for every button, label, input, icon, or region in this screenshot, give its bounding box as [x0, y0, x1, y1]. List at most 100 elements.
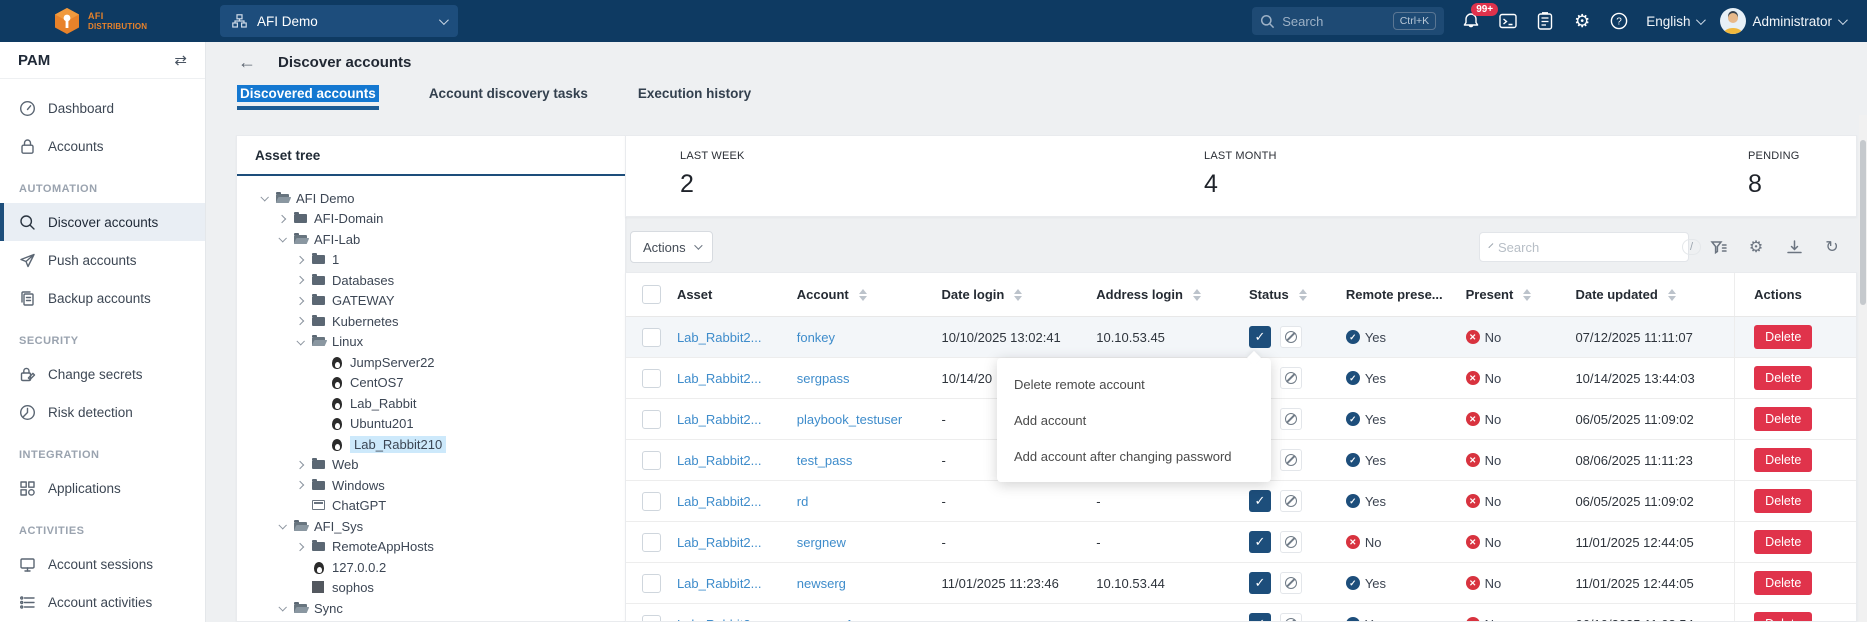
asset-link[interactable]: Lab_Rabbit2...	[676, 493, 762, 509]
asset-link[interactable]: Lab_Rabbit2...	[676, 329, 762, 345]
sort-icon[interactable]	[1192, 288, 1201, 301]
account-link[interactable]: sergpass	[796, 370, 850, 386]
chevron-right-icon[interactable]	[275, 214, 289, 223]
ban-icon[interactable]	[1279, 572, 1302, 594]
col-date-updated[interactable]: Date updated	[1569, 287, 1734, 302]
delete-button[interactable]: Delete	[1754, 612, 1813, 621]
delete-button[interactable]: Delete	[1754, 407, 1813, 431]
sidebar-item-discover-accounts[interactable]: Discover accounts	[0, 203, 205, 241]
tree-item-selected[interactable]: Lab_Rabbit210	[249, 434, 619, 455]
chevron-right-icon[interactable]	[293, 460, 307, 469]
delete-button[interactable]: Delete	[1754, 366, 1813, 390]
global-search-input[interactable]	[1282, 13, 1383, 29]
notifications-bell-icon[interactable]: 99+	[1461, 3, 1499, 31]
delete-button[interactable]: Delete	[1754, 530, 1813, 554]
ban-icon[interactable]	[1279, 613, 1302, 621]
account-link[interactable]: rd	[796, 493, 809, 509]
actions-dropdown-button[interactable]: Actions	[630, 231, 713, 263]
tree-item[interactable]: 1	[249, 250, 619, 271]
sidebar-item-risk-detection[interactable]: Risk detection	[0, 393, 205, 431]
window-scrollbar[interactable]	[1859, 115, 1867, 622]
chevron-down-icon[interactable]	[293, 336, 307, 346]
tree-item[interactable]: Web	[249, 455, 619, 476]
tree-item[interactable]: RemoteAppHosts	[249, 537, 619, 558]
tree-item[interactable]: GATEWAY	[249, 291, 619, 312]
sort-icon[interactable]	[1298, 288, 1307, 301]
chevron-right-icon[interactable]	[293, 317, 307, 326]
status-checked-checkbox[interactable]	[1248, 613, 1271, 621]
row-checkbox[interactable]	[641, 327, 661, 347]
tree-item[interactable]: AFI-Domain	[249, 209, 619, 230]
row-checkbox[interactable]	[641, 450, 661, 470]
asset-link[interactable]: Lab_Rabbit2...	[676, 534, 762, 550]
ban-icon[interactable]	[1279, 449, 1302, 471]
back-arrow-icon[interactable]: ←	[238, 52, 256, 72]
tree-item[interactable]: Databases	[249, 270, 619, 291]
asset-link[interactable]: Lab_Rabbit2...	[676, 370, 762, 386]
tree-item[interactable]: Sync	[249, 598, 619, 619]
asset-link[interactable]: Lab_Rabbit2...	[676, 452, 762, 468]
sort-icon[interactable]	[1667, 288, 1676, 301]
account-link[interactable]: test_pass	[796, 452, 853, 468]
tree-item[interactable]: Kubernetes	[249, 311, 619, 332]
col-present[interactable]: Present	[1455, 287, 1570, 302]
table-settings-gear-icon[interactable]: ⚙	[1748, 239, 1764, 256]
sidebar-item-applications[interactable]: Applications	[0, 469, 205, 507]
tree-item[interactable]: Lab_Rabbit	[249, 393, 619, 414]
account-link[interactable]: playbook_testuser	[796, 411, 903, 427]
chevron-down-icon[interactable]	[275, 603, 289, 612]
report-clipboard-icon[interactable]	[1535, 11, 1555, 31]
asset-link[interactable]: Lab_Rabbit2...	[677, 617, 762, 622]
sort-icon[interactable]	[858, 288, 867, 301]
ban-icon[interactable]	[1279, 367, 1302, 389]
row-checkbox[interactable]	[641, 573, 661, 593]
scrollbar-thumb[interactable]	[1860, 140, 1866, 305]
filter-funnel-icon[interactable]	[1709, 238, 1727, 256]
tree-item[interactable]: Windows	[249, 475, 619, 496]
ban-icon[interactable]	[1279, 326, 1302, 348]
global-search[interactable]: Ctrl+K	[1252, 7, 1445, 35]
chevron-right-icon[interactable]	[293, 255, 307, 264]
chevron-down-icon[interactable]	[257, 193, 271, 202]
chevron-right-icon[interactable]	[293, 296, 307, 305]
tree-item[interactable]: sophos	[249, 578, 619, 599]
tab-discovered-accounts[interactable]: Discovered accounts	[237, 85, 379, 110]
tree-item[interactable]: AFI Demo	[249, 188, 619, 209]
chevron-right-icon[interactable]	[293, 276, 307, 285]
asset-link[interactable]: Lab_Rabbit2...	[676, 575, 762, 591]
delete-button[interactable]: Delete	[1754, 448, 1813, 472]
select-all-checkbox[interactable]	[641, 285, 661, 304]
col-asset[interactable]: Asset	[676, 287, 713, 302]
asset-link[interactable]: Lab_Rabbit2...	[676, 411, 762, 427]
tab-execution-history[interactable]: Execution history	[637, 86, 752, 101]
row-checkbox[interactable]	[641, 409, 661, 429]
account-link[interactable]: newserg	[796, 575, 846, 591]
tree-item[interactable]: AFI-Lab	[249, 229, 619, 250]
sidebar-item-push-accounts[interactable]: Push accounts	[0, 241, 205, 279]
sidebar-item-accounts[interactable]: Accounts	[0, 127, 205, 165]
col-account[interactable]: Account	[791, 287, 936, 302]
row-checkbox[interactable]	[641, 491, 661, 511]
tree-item[interactable]: NIX-10.10.53.44-53.44	[249, 619, 619, 622]
tree-item[interactable]: AFI_Sys	[249, 516, 619, 537]
sidebar-item-account-sessions[interactable]: Account sessions	[0, 545, 205, 583]
menu-item-add-account[interactable]: Add account	[1014, 412, 1087, 428]
language-selector[interactable]: English	[1646, 14, 1707, 29]
settings-gear-icon[interactable]: ⚙	[1574, 10, 1591, 31]
help-icon[interactable]: ?	[1609, 11, 1629, 31]
sidebar-item-account-activities[interactable]: Account activities	[0, 583, 205, 621]
delete-button[interactable]: Delete	[1754, 489, 1813, 513]
tree-item[interactable]: 127.0.0.2	[249, 557, 619, 578]
col-date-login[interactable]: Date login	[936, 287, 1091, 302]
row-checkbox[interactable]	[641, 614, 661, 621]
table-search-input[interactable]	[1498, 239, 1674, 255]
table-search[interactable]: /	[1479, 232, 1702, 262]
ban-icon[interactable]	[1279, 490, 1302, 512]
account-link[interactable]: fonkey	[796, 329, 836, 345]
tree-item[interactable]: Ubuntu201	[249, 414, 619, 435]
sidebar-item-dashboard[interactable]: Dashboard	[0, 89, 205, 127]
col-remote-present[interactable]: Remote prese...	[1345, 287, 1443, 302]
tree-item[interactable]: Linux	[249, 332, 619, 353]
status-checked-checkbox[interactable]	[1248, 572, 1271, 594]
